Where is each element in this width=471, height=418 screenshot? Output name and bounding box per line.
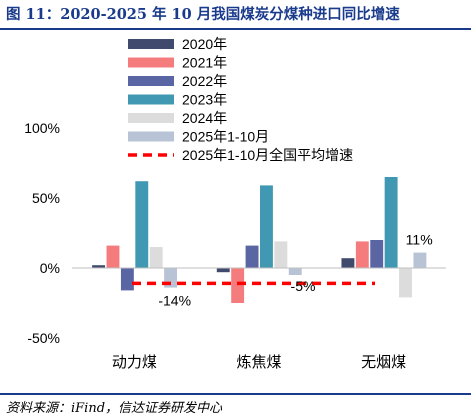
bar: [120, 268, 134, 291]
x-tick-label: 无烟煤: [361, 354, 406, 371]
bar: [399, 268, 412, 298]
title-divider: [0, 28, 471, 30]
legend-swatch: [128, 94, 174, 105]
bar: [341, 258, 355, 268]
bar-series: [92, 177, 427, 303]
legend-swatch: [128, 131, 174, 142]
legend-swatch: [128, 76, 174, 86]
bar-chart: 2020年 2021年 2022年 2023年 2024年 2025年1-10月 2025年…: [24, 36, 446, 371]
y-tick-label: 100%: [24, 120, 60, 136]
data-label: -14%: [158, 293, 191, 309]
source-note: 资料来源：iFind，信达证券研发中心: [6, 401, 223, 416]
legend-label: 2024年: [182, 110, 227, 126]
bar: [92, 265, 106, 268]
legend-label: 2023年: [182, 92, 227, 108]
x-tick-label: 炼焦煤: [236, 354, 281, 371]
bar: [106, 245, 120, 268]
legend-label: 2025年1-10月: [182, 129, 269, 145]
bar: [384, 177, 398, 268]
bar: [260, 185, 273, 268]
y-axis: -50% 0% 50% 100%: [24, 120, 60, 346]
bar: [274, 241, 288, 268]
legend-swatch: [128, 57, 174, 68]
legend-label: 2025年1-10月全国平均增速: [182, 147, 353, 163]
bar: [370, 240, 384, 268]
x-tick-label: 动力煤: [112, 354, 157, 371]
footer-divider: [0, 393, 471, 395]
data-labels: -14% -5% 11%: [158, 232, 432, 309]
bar: [288, 268, 302, 275]
legend-swatch: [128, 39, 174, 49]
legend-swatch: [128, 113, 174, 123]
page-title: 图 11：2020-2025 年 10 月我国煤炭分煤种进口同比增速: [6, 6, 400, 23]
bar: [413, 252, 427, 268]
data-label: -5%: [291, 278, 316, 294]
legend-label: 2022年: [182, 73, 227, 89]
x-axis: 动力煤 炼焦煤 无烟煤: [72, 267, 446, 371]
bar: [355, 241, 369, 268]
bar: [149, 247, 163, 268]
y-tick-label: 0%: [40, 260, 60, 276]
legend-label: 2020年: [182, 36, 227, 52]
data-label: 11%: [406, 232, 433, 248]
bar: [245, 245, 259, 268]
y-tick-label: -50%: [27, 330, 60, 346]
bar: [216, 268, 230, 273]
chart-legend: 2020年 2021年 2022年 2023年 2024年 2025年1-10月 2025年…: [128, 36, 353, 163]
bar: [231, 268, 245, 303]
y-tick-label: 50%: [32, 190, 60, 206]
legend-label: 2021年: [182, 55, 227, 71]
bar: [135, 181, 149, 268]
